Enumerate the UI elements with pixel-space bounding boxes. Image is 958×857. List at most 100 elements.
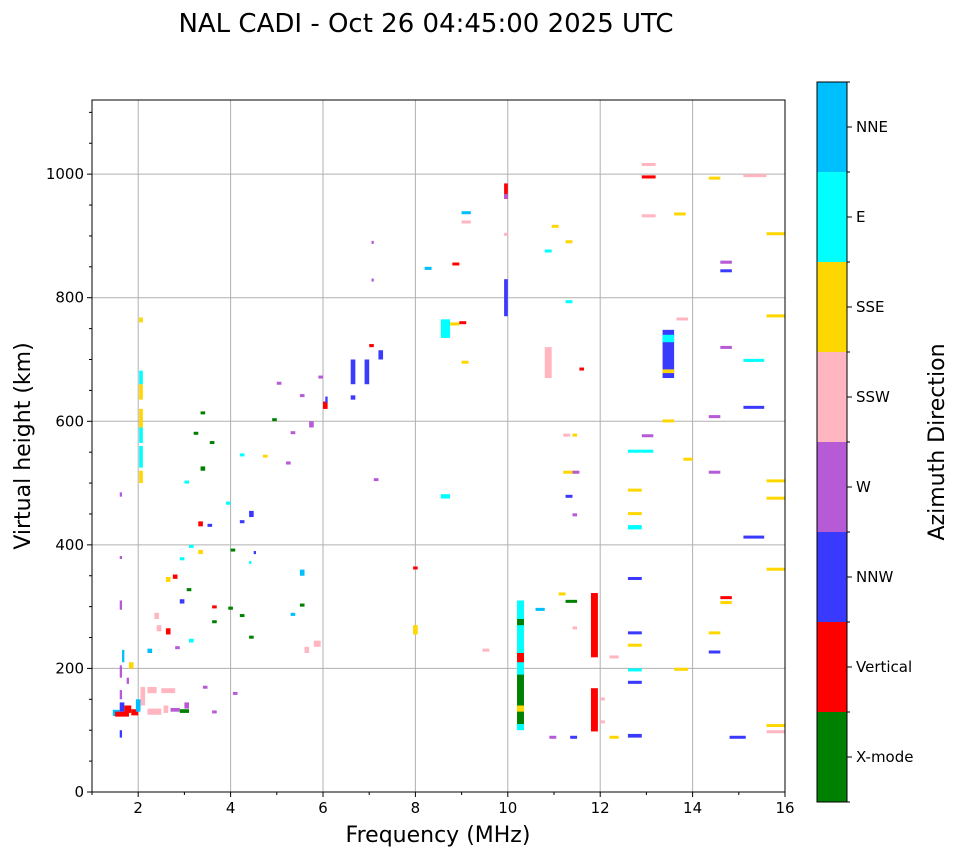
echo-mark-w <box>119 555 123 559</box>
echo-mark-sse <box>139 384 143 400</box>
echo-mark-ssw <box>461 220 471 224</box>
echo-mark-sse <box>139 317 143 323</box>
echo-mark-ssw <box>163 705 169 713</box>
echo-mark-x-mode <box>209 441 215 445</box>
echo-mark-nnw <box>504 279 508 317</box>
echo-mark-sse <box>766 724 785 728</box>
echo-mark-nnw <box>627 631 642 635</box>
echo-mark-sse <box>662 419 675 423</box>
echo-mark-ssw <box>609 655 619 659</box>
echo-mark-ssw <box>563 433 571 437</box>
echo-mark-sse <box>551 224 559 228</box>
echo-mark-nnw <box>743 535 765 539</box>
echo-mark-nnw <box>119 702 125 712</box>
x-tick-label: 8 <box>411 799 421 817</box>
echo-mark-w <box>119 690 123 700</box>
echo-mark-nnw <box>743 405 765 409</box>
echo-mark-ssw <box>600 720 605 724</box>
echo-mark-ssw <box>504 232 508 236</box>
echo-mark-x-mode <box>200 466 206 471</box>
echo-mark-nne <box>424 266 432 270</box>
echo-mark-sse <box>766 232 785 236</box>
echo-mark-sse <box>662 369 675 374</box>
echo-mark-nnw <box>378 350 384 360</box>
colorbar-tick-label: SSW <box>856 388 890 406</box>
colorbar-tick-label: NNE <box>856 118 888 136</box>
echo-mark-nnw <box>627 576 642 580</box>
echo-mark-sse <box>674 212 686 216</box>
echo-mark-w <box>371 278 374 282</box>
echo-mark-ssw <box>572 626 578 630</box>
echo-mark-w <box>549 735 557 739</box>
echo-mark-sse <box>165 576 171 582</box>
colorbar-swatch-x-mode <box>817 712 847 802</box>
echo-mark-x-mode <box>186 588 192 592</box>
echo-mark-e <box>189 544 194 548</box>
echo-mark-vertical <box>369 344 374 348</box>
echo-mark-w <box>126 677 129 684</box>
echo-mark-vertical <box>413 566 418 570</box>
echo-mark-x-mode <box>200 411 206 415</box>
echo-mark-ssw <box>641 163 656 167</box>
echo-mark-x-mode <box>179 709 190 713</box>
echo-mark-nne <box>290 612 296 616</box>
echo-mark-w <box>290 431 296 435</box>
echo-mark-e <box>662 334 675 343</box>
echo-mark-w <box>641 434 654 438</box>
echo-mark-w <box>212 710 217 714</box>
echo-mark-w <box>119 600 123 610</box>
x-tick-label: 10 <box>498 799 517 817</box>
echo-mark-sse <box>674 667 688 671</box>
echo-mark-vertical <box>323 401 328 409</box>
echo-mark-w <box>708 470 721 474</box>
echo-mark-sse <box>517 705 524 712</box>
echo-mark-nne <box>122 649 125 663</box>
echo-mark-nnw <box>253 551 257 555</box>
echo-mark-nnw <box>565 494 573 498</box>
echo-mark-sse <box>461 360 469 364</box>
echo-mark-vertical <box>590 688 598 732</box>
echo-mark-ssw <box>147 708 162 715</box>
echo-mark-x-mode <box>517 619 524 626</box>
echo-mark-nne <box>461 211 471 215</box>
grid-lines <box>92 100 785 792</box>
echo-mark-x-mode <box>249 635 254 639</box>
echo-mark-vertical <box>590 593 598 658</box>
echo-mark-ssw <box>304 646 310 653</box>
echo-mark-e <box>627 449 642 453</box>
colorbar-swatch-e <box>817 172 847 262</box>
echo-mark-nne <box>135 699 141 712</box>
echo-mark-vertical <box>165 628 171 635</box>
echo-mark-sse <box>627 488 642 492</box>
echo-mark-w <box>371 240 374 244</box>
echo-mark-w <box>286 461 291 465</box>
colorbar-swatch-nnw <box>817 532 847 622</box>
echo-mark-w <box>170 707 180 712</box>
echo-mark-vertical <box>131 709 139 716</box>
echo-mark-ssw <box>743 174 767 178</box>
echo-mark-w <box>720 260 732 264</box>
echo-mark-x-mode <box>517 674 524 725</box>
echo-mark-w <box>309 421 314 428</box>
echo-mark-x-mode <box>212 620 217 624</box>
echo-mark-e <box>139 446 143 468</box>
echo-mark-nne <box>299 569 305 576</box>
echo-mark-nnw <box>627 680 642 684</box>
echo-mark-vertical <box>720 596 732 600</box>
y-tick-label: 800 <box>55 289 84 307</box>
echo-mark-w <box>175 646 180 650</box>
echo-mark-ssw <box>140 686 146 706</box>
echo-mark-w <box>318 375 323 379</box>
echo-marks <box>112 163 785 739</box>
echo-mark-e <box>139 427 143 443</box>
echo-mark-sse <box>198 549 203 555</box>
echo-mark-w <box>299 394 305 398</box>
echo-mark-nnw <box>325 396 328 403</box>
echo-mark-x-mode <box>272 418 277 422</box>
echo-mark-nnw <box>570 735 578 739</box>
echo-mark-x-mode <box>193 431 199 435</box>
echo-mark-sse <box>565 240 573 244</box>
echo-mark-nnw <box>350 359 356 385</box>
echo-mark-e <box>189 638 194 643</box>
echo-mark-e <box>544 249 552 253</box>
